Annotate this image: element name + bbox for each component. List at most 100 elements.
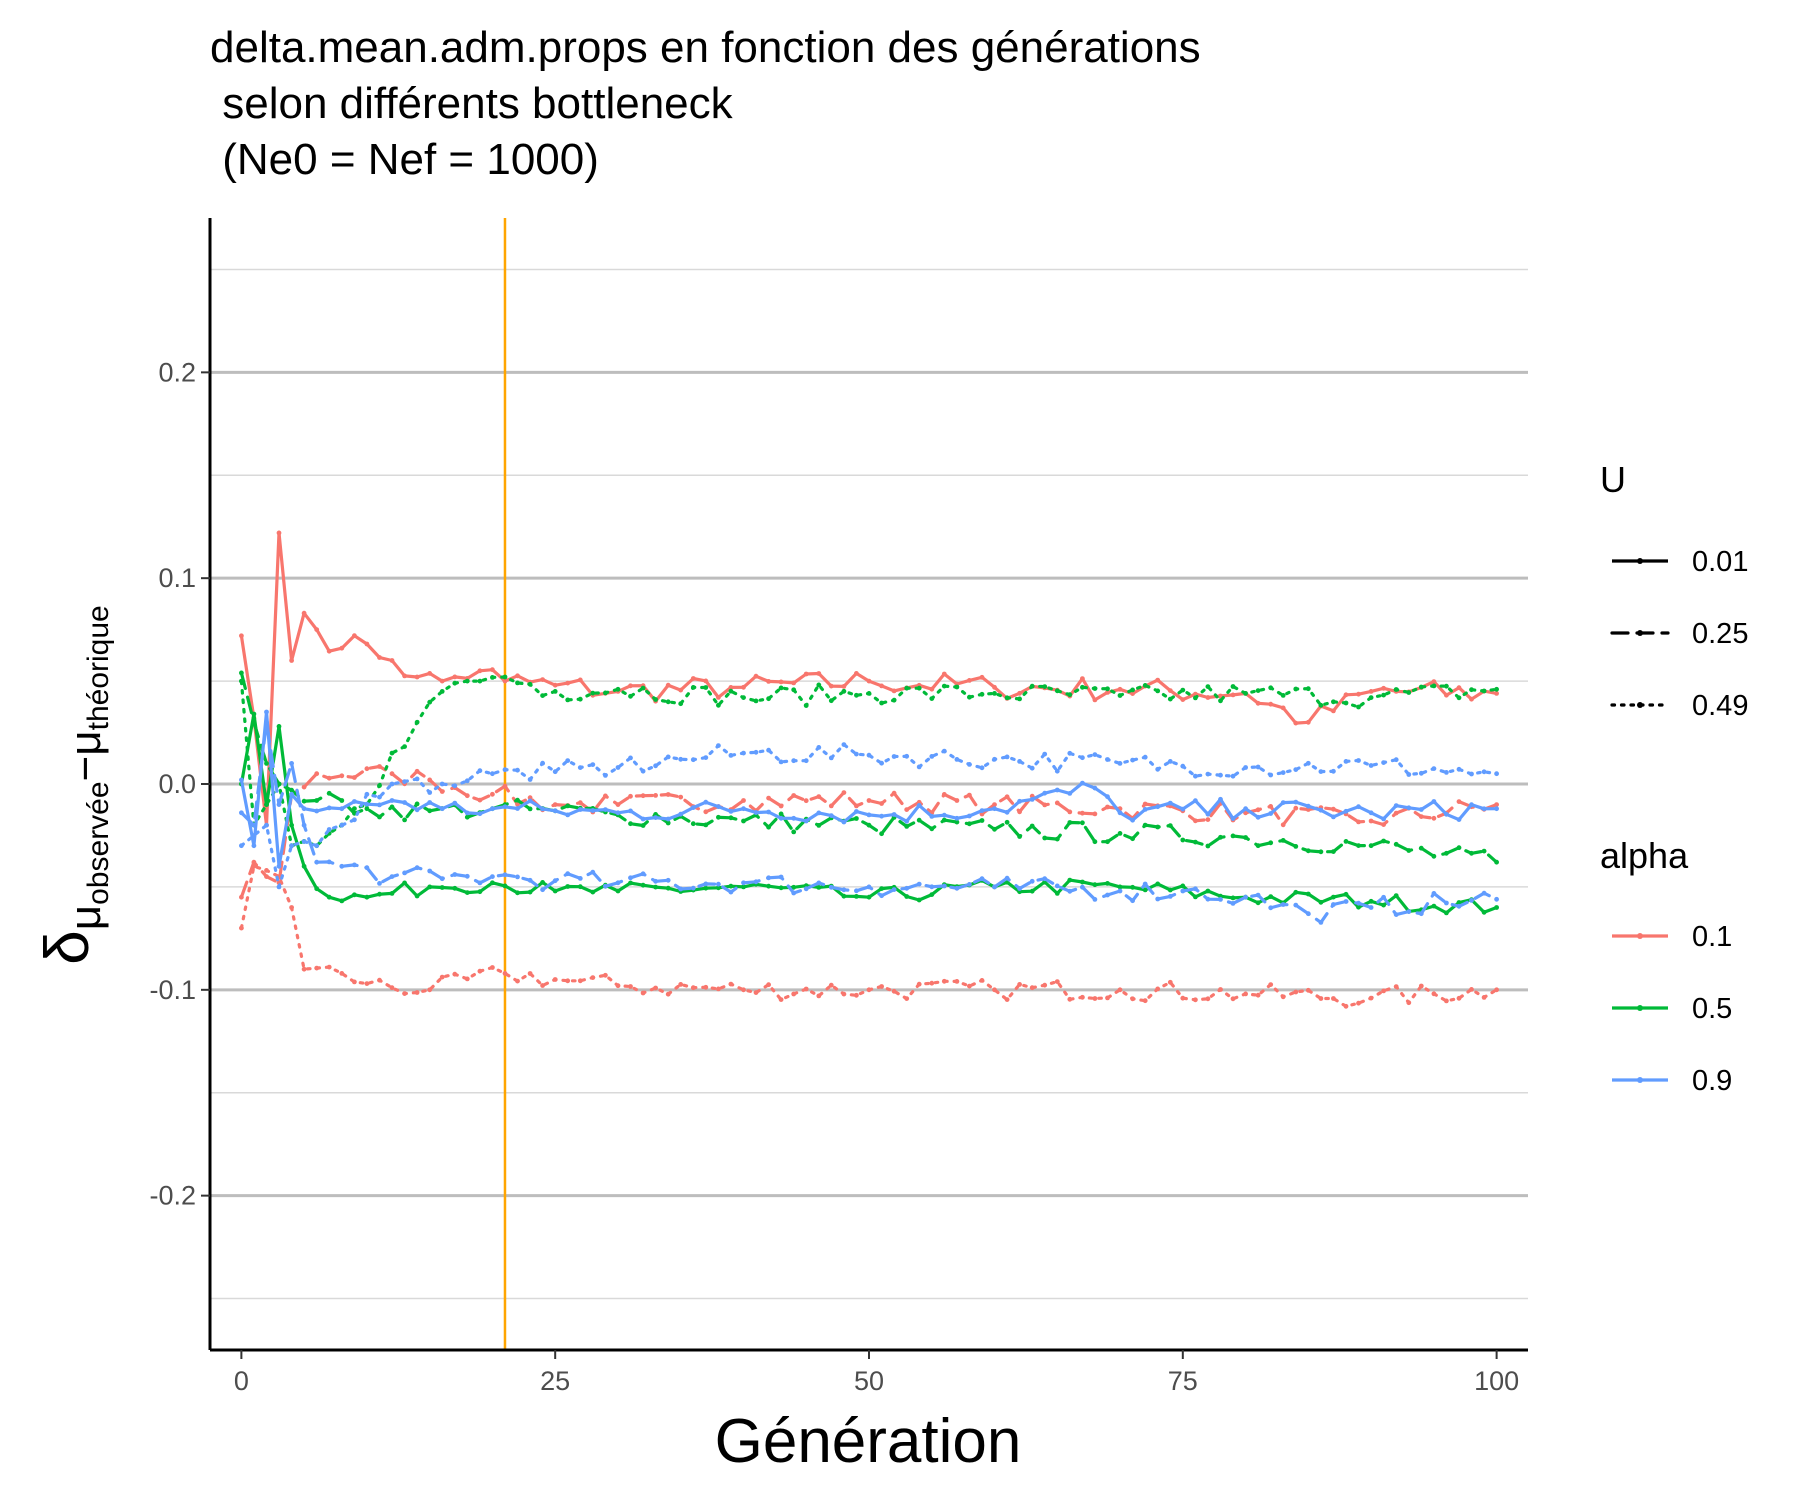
- series-point: [1331, 895, 1336, 900]
- series-point: [892, 989, 897, 994]
- series-point: [515, 890, 520, 895]
- series-point: [955, 685, 960, 690]
- series-point: [616, 889, 621, 894]
- series-point: [1105, 686, 1110, 691]
- series-point: [352, 980, 357, 985]
- series-point: [1168, 894, 1173, 899]
- series-point: [578, 807, 583, 812]
- series-point: [252, 720, 257, 725]
- series-point: [239, 926, 244, 931]
- series-point: [1155, 689, 1160, 694]
- series-point: [515, 979, 520, 984]
- series-point: [603, 884, 608, 889]
- series-point: [1017, 982, 1022, 987]
- series-point: [842, 820, 847, 825]
- series-point: [503, 872, 508, 877]
- series-point: [390, 805, 395, 810]
- series-point: [465, 778, 470, 783]
- series-point: [1243, 992, 1248, 997]
- series-point: [1268, 702, 1273, 707]
- series-point: [678, 887, 683, 892]
- series-point: [327, 895, 332, 900]
- series-point: [1268, 982, 1273, 987]
- series-point: [653, 763, 658, 768]
- series-point: [955, 798, 960, 803]
- series-point: [955, 886, 960, 891]
- series-point: [1394, 893, 1399, 898]
- series-point: [716, 815, 721, 820]
- series-point: [1005, 876, 1010, 881]
- series-point: [854, 671, 859, 676]
- series-point: [603, 973, 608, 978]
- legend-u-label-0: 0.01: [1692, 546, 1748, 578]
- series-point: [1193, 886, 1198, 891]
- series-point: [427, 671, 432, 676]
- series-point: [377, 978, 382, 983]
- series-point: [1042, 791, 1047, 796]
- series-point: [264, 761, 269, 766]
- series-point: [842, 887, 847, 892]
- series-point: [741, 685, 746, 690]
- series-point: [1482, 849, 1487, 854]
- series-point: [1293, 721, 1298, 726]
- series-point: [816, 794, 821, 799]
- series-point: [917, 882, 922, 887]
- series-point: [992, 885, 997, 890]
- series-point: [1256, 765, 1261, 770]
- series-point: [314, 886, 319, 891]
- series-point: [339, 864, 344, 869]
- series-point: [1231, 834, 1236, 839]
- series-point: [339, 899, 344, 904]
- series-point: [352, 806, 357, 811]
- series-point: [1143, 882, 1148, 887]
- series-point: [1218, 987, 1223, 992]
- series-point: [339, 646, 344, 651]
- legend-u-key-point: [1637, 702, 1643, 708]
- series-point: [1293, 990, 1298, 995]
- series-point: [1168, 823, 1173, 828]
- series-point: [553, 802, 558, 807]
- series-point: [917, 803, 922, 808]
- series-point: [741, 885, 746, 890]
- series-point: [1067, 751, 1072, 756]
- series-point: [892, 812, 897, 817]
- legend-u-title: U: [1600, 459, 1626, 500]
- series-point: [1231, 693, 1236, 698]
- series-point: [402, 991, 407, 996]
- series-point: [540, 693, 545, 698]
- series-point: [1381, 989, 1386, 994]
- series-point: [980, 675, 985, 680]
- series-point: [1093, 839, 1098, 844]
- series-point: [289, 792, 294, 797]
- series-point: [1457, 996, 1462, 1001]
- series-point: [440, 876, 445, 881]
- series-point: [1055, 788, 1060, 793]
- series-point: [1432, 991, 1437, 996]
- series-point: [1067, 820, 1072, 825]
- series-point: [1381, 693, 1386, 698]
- series-point: [490, 806, 495, 811]
- series-point: [616, 983, 621, 988]
- series-point: [1432, 799, 1437, 804]
- series-point: [741, 806, 746, 811]
- series-point: [503, 884, 508, 889]
- series-point: [390, 782, 395, 787]
- series-point: [478, 798, 483, 803]
- series-point: [829, 813, 834, 818]
- series-point: [867, 885, 872, 890]
- series-point: [1306, 761, 1311, 766]
- series-point: [327, 776, 332, 781]
- series-point: [1268, 773, 1273, 778]
- series-point: [616, 880, 621, 885]
- series-point: [1344, 692, 1349, 697]
- series-point: [779, 680, 784, 685]
- series-point: [365, 792, 370, 797]
- series-point: [415, 777, 420, 782]
- series-point: [1193, 997, 1198, 1002]
- series-point: [1381, 822, 1386, 827]
- series-point: [1005, 997, 1010, 1002]
- legend-u-label-2: 0.49: [1692, 690, 1748, 722]
- series-point: [1155, 882, 1160, 887]
- series-point: [967, 793, 972, 798]
- series-point: [816, 881, 821, 886]
